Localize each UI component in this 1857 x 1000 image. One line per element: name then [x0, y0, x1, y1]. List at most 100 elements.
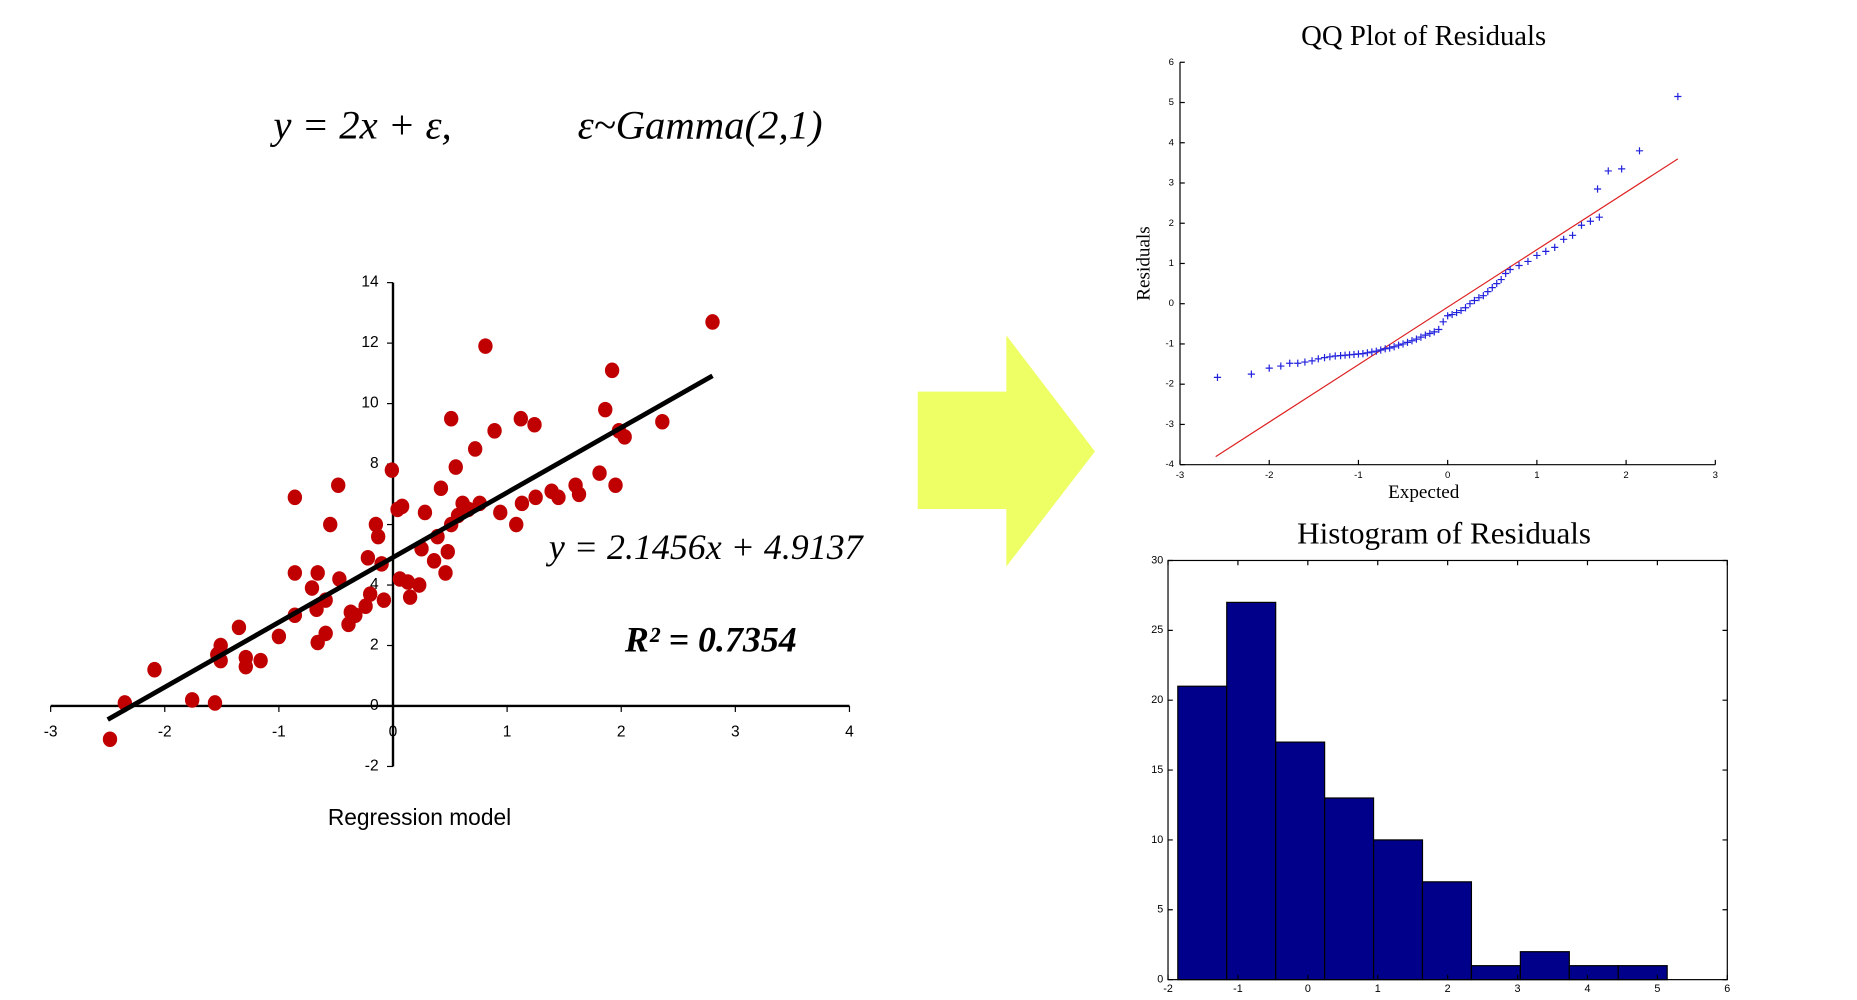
point: [509, 516, 524, 533]
point: [1363, 349, 1371, 357]
point: [617, 429, 632, 445]
y-tick-label: 2: [370, 637, 379, 654]
x-tick-label: -1: [1354, 470, 1363, 481]
bar: [1568, 965, 1619, 981]
point: [1395, 341, 1403, 349]
point: [348, 607, 363, 624]
point: [362, 586, 378, 602]
point: [358, 598, 373, 614]
point: [1479, 292, 1487, 300]
point: [318, 625, 333, 642]
formula-model: y = 2x + ε,: [269, 103, 451, 148]
point: [253, 652, 268, 669]
point: [1484, 288, 1492, 296]
y-tick-label: 14: [361, 274, 379, 291]
y-tick-label: 1: [1169, 258, 1174, 269]
y-axis-title: Residuals: [1134, 226, 1155, 301]
x-tick-label: 5: [1654, 983, 1660, 995]
x-tick-label: 6: [1724, 983, 1730, 995]
x-tick-label: -3: [1176, 470, 1185, 481]
point: [1618, 165, 1626, 173]
x-tick-label: -3: [44, 723, 58, 740]
point: [1533, 251, 1541, 260]
bar: [1519, 951, 1570, 981]
bar: [1275, 741, 1326, 981]
point: [598, 401, 613, 418]
point: [1551, 243, 1559, 251]
y-tick-label: 6: [1169, 57, 1174, 68]
point: [571, 486, 587, 503]
y-tick-label: -4: [1165, 459, 1174, 470]
point: [1577, 221, 1586, 229]
chart-title: QQ Plot of Residuals: [1301, 20, 1546, 52]
point: [444, 410, 459, 427]
y-tick-label: 4: [1169, 137, 1175, 148]
point: [402, 589, 418, 605]
point: [213, 637, 228, 654]
point: [1426, 329, 1434, 338]
point: [514, 495, 530, 512]
point: [1470, 296, 1479, 305]
x-tick-label: 0: [389, 723, 398, 740]
y-tick-label: -1: [1165, 338, 1174, 349]
point: [1265, 364, 1273, 372]
point: [1475, 294, 1483, 302]
x-tick-label: 3: [731, 723, 740, 740]
point: [323, 516, 338, 533]
point: [1497, 275, 1505, 284]
x-tick-label: 4: [1584, 983, 1590, 995]
y-tick-label: 15: [1151, 764, 1163, 776]
point: [493, 504, 508, 521]
point: [1213, 373, 1222, 381]
point: [147, 661, 162, 678]
point: [608, 477, 623, 494]
point: [1493, 280, 1501, 288]
point: [1448, 310, 1456, 319]
point: [528, 489, 543, 506]
point: [1595, 213, 1603, 221]
point: [655, 413, 670, 430]
point: [1593, 185, 1602, 193]
x-tick-label: -1: [272, 723, 286, 740]
x-tick-label: -1: [1233, 983, 1243, 995]
point: [467, 441, 483, 457]
bar: [1372, 839, 1424, 981]
point: [304, 580, 320, 596]
x-axis-title: Expected: [1388, 482, 1460, 503]
point: [287, 565, 303, 581]
point: [1377, 346, 1385, 354]
point: [604, 362, 620, 379]
point: [426, 553, 442, 569]
point: [1390, 343, 1398, 351]
x-tick-label: 1: [1534, 470, 1539, 481]
point: [1277, 362, 1285, 370]
point: [370, 528, 386, 545]
y-tick-label: -2: [365, 758, 379, 775]
point: [527, 416, 542, 433]
point: [1408, 337, 1416, 345]
point: [310, 565, 325, 581]
point: [1320, 354, 1329, 362]
point: [1461, 304, 1470, 312]
x-tick-label: 2: [1623, 470, 1628, 481]
point: [1457, 306, 1465, 315]
point: [1308, 357, 1316, 365]
bar: [1470, 965, 1521, 981]
y-tick-label: 12: [361, 334, 378, 351]
bar: [1177, 685, 1228, 981]
point: [1286, 359, 1294, 367]
y-tick-label: 8: [370, 455, 379, 472]
point: [376, 592, 392, 608]
point: [1635, 147, 1644, 155]
trend-equation: y = 2.1456x + 4.9137: [546, 527, 865, 567]
point: [1568, 231, 1577, 239]
point: [332, 571, 347, 587]
point: [1444, 312, 1452, 320]
point: [1430, 328, 1438, 336]
y-tick-label: 0: [370, 697, 379, 714]
x-tick-label: 1: [1375, 983, 1381, 995]
point: [1560, 235, 1568, 243]
point: [592, 465, 607, 481]
point: [1368, 348, 1376, 356]
